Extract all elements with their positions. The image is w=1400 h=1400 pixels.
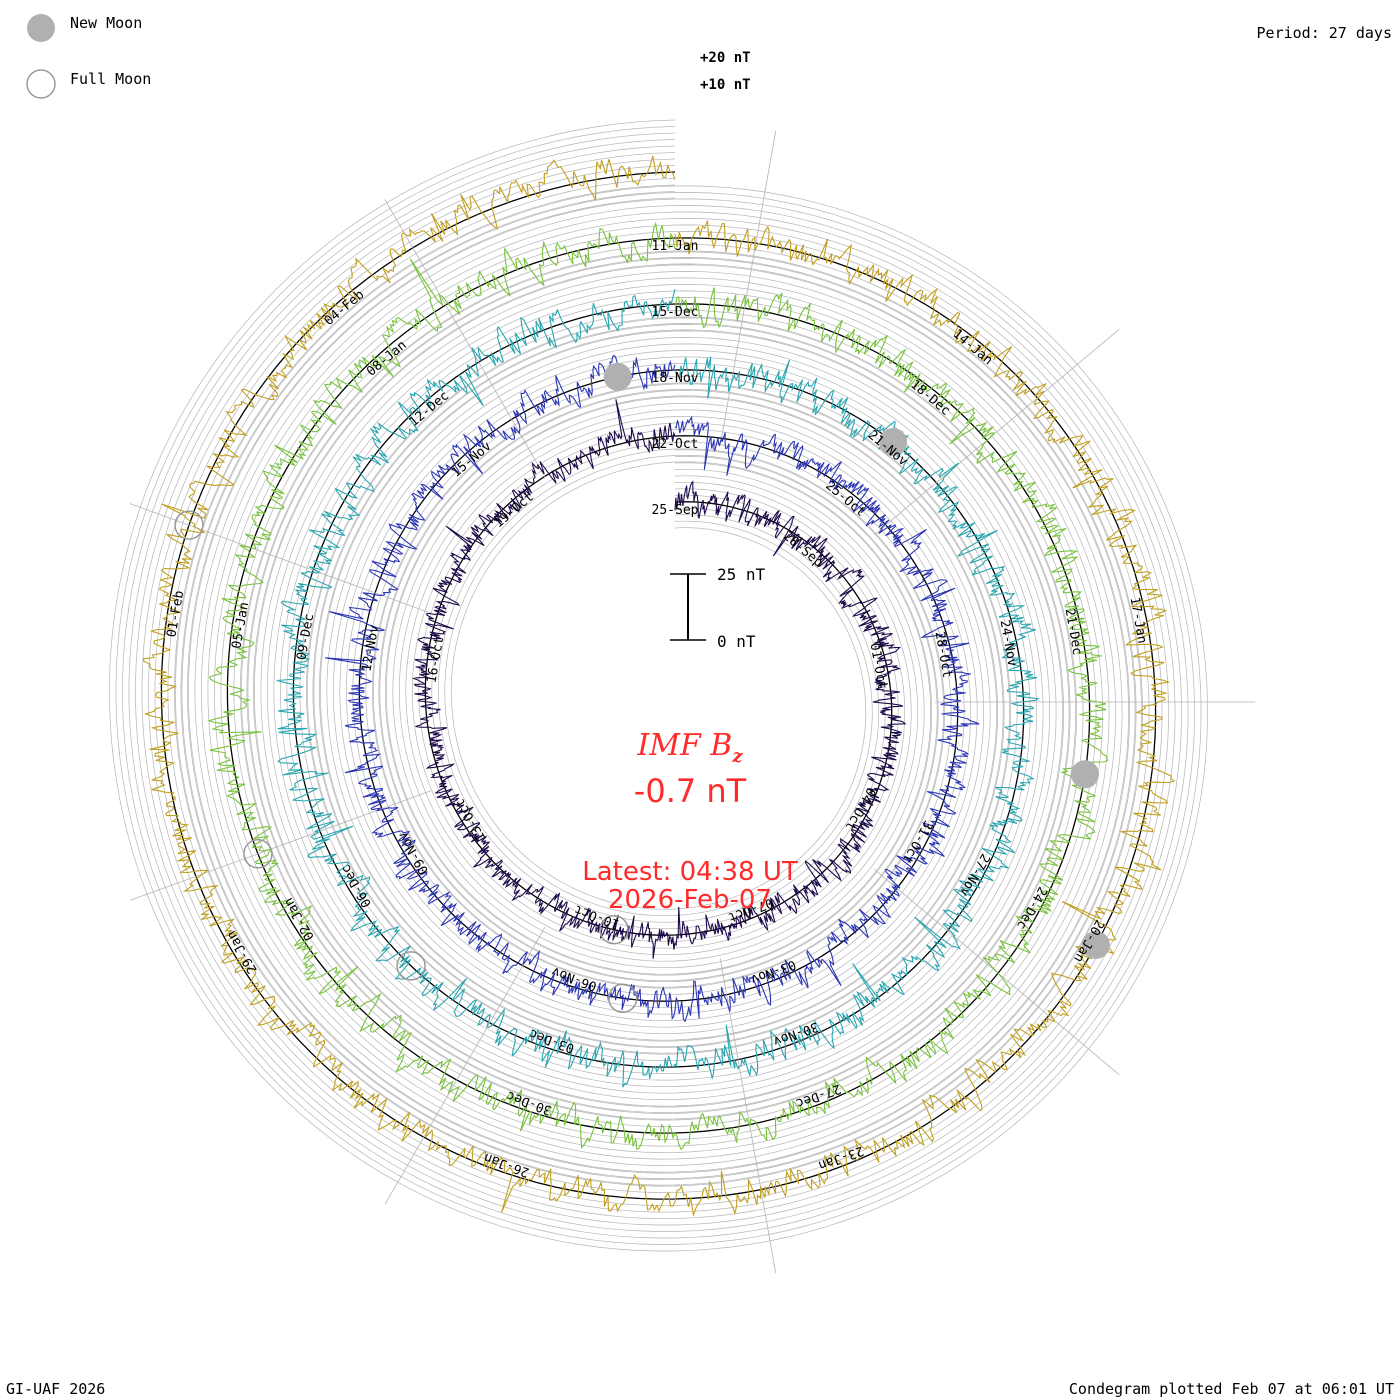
- new-moon-marker: [1081, 931, 1110, 959]
- full-moon-marker: [174, 510, 204, 540]
- date-label: 16-Oct: [424, 635, 447, 684]
- scale-label-plus10: +10 nT: [700, 77, 751, 93]
- amplitude-scale-bar: 25 nT 0 nT: [670, 565, 766, 651]
- grid-spiral: [180, 191, 1137, 1180]
- bz-trace-cycle-5: [142, 155, 1176, 1218]
- full-moon-icon: [26, 69, 56, 99]
- date-label: 27-Dec: [794, 1080, 843, 1110]
- period-label: Period: 27 days: [1256, 24, 1392, 42]
- legend-full-moon-label: Full Moon: [70, 70, 152, 88]
- new-moon-marker: [879, 428, 908, 457]
- latest-date: 2026-Feb-07: [607, 885, 773, 915]
- bz-series: [142, 155, 1176, 1218]
- grid-spiral: [109, 119, 1208, 1252]
- credit-label: GI-UAF 2026: [6, 1380, 106, 1398]
- bz-trace-cycle-4: [206, 221, 1109, 1151]
- bz-trace-cycle-3: [276, 289, 1040, 1088]
- grid-spiral: [115, 126, 1202, 1245]
- plotted-timestamp: Condegram plotted Feb 07 at 06:01 UT: [1068, 1380, 1394, 1398]
- date-labels: 25-Sep28-Sep01-Oct04-Oct07-Oct10-Oct13-O…: [164, 239, 1149, 1180]
- scale-label-plus20: +20 nT: [700, 50, 751, 66]
- day-spoke: [873, 328, 1120, 536]
- full-moon-marker: [243, 839, 273, 869]
- day-spoke: [719, 957, 777, 1274]
- new-moon-icon: [27, 14, 55, 42]
- date-label: 26-Jan: [482, 1149, 531, 1179]
- parameter-name: IMF B: [637, 728, 733, 763]
- grid-spiral: [141, 152, 1176, 1219]
- latest-time: Latest: 04:38 UT: [582, 857, 798, 887]
- parameter-title: IMF Bz: [440, 728, 940, 767]
- full-moon-marker: [396, 951, 426, 981]
- legend-new-moon-label: New Moon: [70, 14, 143, 32]
- bz-trace-cycle-2: [325, 354, 980, 1023]
- grid-rings: [109, 119, 1208, 1252]
- date-label: 15-Dec: [652, 305, 699, 320]
- latest-time-block: Latest: 04:38 UT 2026-Feb-07: [440, 858, 940, 914]
- date-label: 23-Jan: [816, 1143, 865, 1173]
- date-label: 05-Jan: [229, 601, 252, 650]
- day-spoke: [384, 926, 546, 1205]
- full-moon-marker: [599, 914, 629, 945]
- grid-spiral: [148, 158, 1169, 1213]
- grid-spiral: [154, 165, 1163, 1206]
- bz-trace-cycle-1: [411, 399, 907, 959]
- new-moon-marker: [1071, 760, 1100, 789]
- parameter-subscript: z: [732, 746, 743, 767]
- latest-value: -0.7 nT: [633, 772, 747, 810]
- date-label: 22-Oct: [652, 437, 699, 452]
- date-label: 18-Nov: [652, 371, 699, 386]
- full-moon-marker: [608, 983, 638, 1014]
- date-label: 11-Jan: [652, 239, 699, 254]
- new-moon-marker: [603, 362, 632, 391]
- scale-bar-top-label: 25 nT: [717, 565, 766, 584]
- day-spokes: [129, 130, 1255, 1274]
- grid-spiral: [174, 184, 1143, 1187]
- day-spoke: [384, 199, 546, 478]
- grid-spiral: [122, 132, 1195, 1239]
- date-label: 03-Nov: [748, 956, 797, 986]
- grid-spiral: [128, 139, 1189, 1232]
- day-spoke: [129, 790, 431, 901]
- grid-spiral: [135, 145, 1182, 1226]
- date-label: 25-Sep: [652, 503, 699, 518]
- moon-markers: [174, 362, 1110, 1014]
- scale-bar-bottom-label: 0 nT: [717, 632, 756, 651]
- grid-spiral: [187, 197, 1130, 1174]
- day-spoke: [719, 130, 777, 447]
